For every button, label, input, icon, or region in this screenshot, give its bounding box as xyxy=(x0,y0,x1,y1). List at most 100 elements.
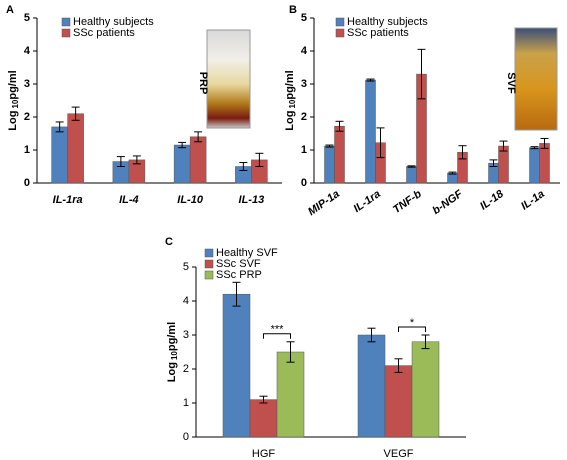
error-bar xyxy=(255,152,264,167)
photo-label: SVF xyxy=(505,72,517,94)
y-tick-label: 2 xyxy=(24,111,30,123)
bar xyxy=(411,341,440,438)
bar xyxy=(51,126,68,184)
bar xyxy=(406,166,417,184)
error-bar xyxy=(55,121,64,133)
y-axis-label: Log 10pg/ml xyxy=(166,322,179,382)
error-bar xyxy=(448,171,457,175)
y-tick-label: 5 xyxy=(24,12,30,24)
bar xyxy=(529,147,540,184)
y-label-sub: 10 xyxy=(288,99,297,108)
error-bar xyxy=(286,341,295,363)
legend-label: Healthy subjects xyxy=(347,16,428,28)
error-bar xyxy=(367,327,376,343)
svf-photo xyxy=(514,27,558,131)
y-tick-label: 1 xyxy=(183,397,189,409)
x-tick-label: TNF-b xyxy=(391,188,424,216)
y-tick-label: 5 xyxy=(301,12,307,24)
error-bar xyxy=(458,145,467,160)
x-tick-label: IL-1ra xyxy=(53,194,83,206)
error-bar xyxy=(366,78,375,82)
y-tick-label: 4 xyxy=(301,45,308,57)
error-bar xyxy=(325,144,334,148)
error-bar xyxy=(116,156,125,167)
bar xyxy=(249,399,278,438)
bar xyxy=(324,145,335,184)
legend-swatch xyxy=(335,17,345,27)
significance-label: * xyxy=(410,317,415,329)
y-label-suffix: pg/ml xyxy=(284,70,296,99)
error-bar xyxy=(194,131,203,143)
error-bar xyxy=(421,334,430,350)
y-tick-label: 0 xyxy=(183,431,189,443)
y-tick-label: 0 xyxy=(24,177,30,189)
y-label-sub: 10 xyxy=(170,351,179,360)
x-tick-label: IL-4 xyxy=(119,194,139,206)
y-tick-label: 2 xyxy=(301,111,307,123)
legend-swatch xyxy=(204,248,214,258)
error-bar xyxy=(394,358,403,373)
error-bar xyxy=(540,137,549,149)
error-bar xyxy=(407,165,416,168)
y-tick-label: 5 xyxy=(183,261,189,273)
y-axis-label: Log 10pg/ml xyxy=(284,70,297,130)
error-bar xyxy=(232,281,241,307)
prp-photo xyxy=(206,29,251,129)
panel-letter: B xyxy=(289,4,297,16)
y-label-suffix: pg/ml xyxy=(7,70,19,99)
bar xyxy=(173,144,191,184)
y-tick-label: 1 xyxy=(24,144,30,156)
bar xyxy=(67,113,84,184)
significance-label: *** xyxy=(271,324,285,336)
y-label-prefix: Log xyxy=(166,362,178,382)
x-tick-label: VEGF xyxy=(384,448,414,460)
y-label-sub: 10 xyxy=(11,99,20,108)
bar xyxy=(222,293,251,438)
y-label-prefix: Log xyxy=(7,111,19,131)
error-bar xyxy=(259,395,268,404)
error-bar xyxy=(376,127,385,159)
y-tick-label: 4 xyxy=(183,295,189,307)
y-label-suffix: pg/ml xyxy=(166,322,178,351)
legend-swatch xyxy=(204,270,214,280)
error-bar xyxy=(417,48,426,100)
error-bar xyxy=(499,140,508,152)
x-tick-label: MIP-1a xyxy=(306,188,342,218)
bar xyxy=(189,136,207,184)
bar xyxy=(276,351,305,438)
error-bar xyxy=(132,155,141,165)
legend-label: SSc SVF xyxy=(216,258,261,270)
y-tick-label: 3 xyxy=(24,78,30,90)
legend-label: SSc patients xyxy=(73,27,135,39)
legend-swatch xyxy=(204,259,214,269)
error-bar xyxy=(335,120,344,132)
y-tick-label: 2 xyxy=(183,363,189,375)
legend-swatch xyxy=(335,28,345,38)
x-tick-label: IL-10 xyxy=(177,194,204,206)
error-bar xyxy=(71,106,80,121)
legend-label: SSc PRP xyxy=(216,269,262,281)
y-axis-label: Log 10pg/ml xyxy=(7,70,20,130)
x-tick-label: IL-1ra xyxy=(351,188,382,215)
y-tick-label: 4 xyxy=(24,45,31,57)
legend-label: SSc patients xyxy=(347,27,409,39)
legend-swatch xyxy=(61,28,71,38)
legend-label: Healthy subjects xyxy=(73,16,154,28)
x-tick-label: b-NGF xyxy=(430,188,465,217)
bar xyxy=(384,365,413,438)
legend-swatch xyxy=(61,17,71,27)
error-bar xyxy=(178,141,187,149)
bar xyxy=(539,143,550,184)
bar xyxy=(498,145,509,184)
x-tick-label: IL-13 xyxy=(239,194,265,206)
x-tick-label: HGF xyxy=(252,448,276,460)
bar xyxy=(357,334,386,438)
photo-label: PRP xyxy=(197,72,209,95)
significance-bracket xyxy=(398,326,426,332)
bar xyxy=(365,79,376,184)
error-bar xyxy=(239,162,248,171)
y-label-prefix: Log xyxy=(284,111,296,131)
panel-letter: A xyxy=(6,4,14,16)
y-tick-label: 1 xyxy=(301,144,307,156)
